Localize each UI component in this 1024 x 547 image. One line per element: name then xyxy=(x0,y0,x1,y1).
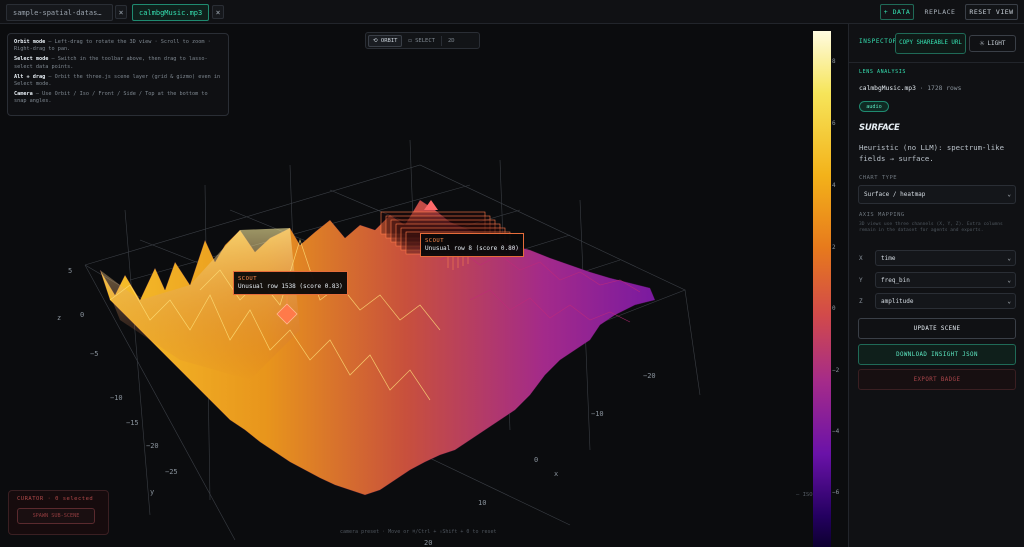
colorbar xyxy=(813,31,831,547)
colorbar-tick: 8 xyxy=(832,58,836,65)
z-axis-value: amplitude xyxy=(881,297,914,305)
help-orbit-text: — Left-drag to rotate the 3D view · Scro… xyxy=(14,39,211,53)
z-tick: −5 xyxy=(90,350,99,358)
left-tick: −15 xyxy=(126,419,139,427)
toolbar-divider xyxy=(440,35,442,46)
chevron-down-icon: ⌄ xyxy=(1007,298,1011,305)
y-axis-label: y xyxy=(150,488,155,496)
colorbar-tick: −6 xyxy=(832,489,840,496)
help-alt-text: — Orbit the three.js scene layer (grid &… xyxy=(14,73,221,88)
axis-mapping-note: 3D views use three channels (X, Y, Z). E… xyxy=(859,222,1003,234)
scout-tooltip-body: Unusual row 1538 (score 0.83) xyxy=(238,283,343,290)
x-tick: 10 xyxy=(478,499,487,507)
curator-title: CURATOR · 0 selected xyxy=(17,496,94,502)
top-bar: sample-spatial-datas… × calmbgMusic.mp3 … xyxy=(0,0,1024,24)
colorbar-tick: 2 xyxy=(832,244,836,251)
sun-icon: ☼ xyxy=(979,39,985,48)
curator-panel: CURATOR · 0 selected SPAWN SUB-SCENE xyxy=(8,490,109,535)
2d-mode-button[interactable]: 2D xyxy=(447,37,455,44)
scout-tooltip: SCOUT Unusual row 1538 (score 0.83) xyxy=(233,271,348,295)
help-alt-title: Alt + drag xyxy=(14,73,46,80)
add-data-button[interactable]: + DATA xyxy=(880,4,914,20)
chart-type-value: Surface / heatmap xyxy=(864,191,926,198)
light-label: LIGHT xyxy=(987,40,1006,47)
colorbar-tick: −4 xyxy=(832,428,840,435)
axis-mapping-label: AXIS MAPPING xyxy=(859,212,905,218)
z-tick: 5 xyxy=(68,267,73,275)
scene-canvas[interactable]: z 5 0 −5 −10 −15 −20 −25 y −20 −10 0 x 1… xyxy=(0,24,848,547)
scout-tooltip-head: SCOUT xyxy=(425,238,445,244)
orbit-mode-button[interactable]: ⟲ ORBIT xyxy=(368,34,403,47)
divider xyxy=(849,62,1024,63)
light-theme-button[interactable]: ☼ LIGHT xyxy=(969,35,1016,52)
analysis-heading: SURFACE xyxy=(859,123,900,133)
copy-shareable-url-button[interactable]: COPY SHAREABLE URL xyxy=(895,33,966,54)
camera-hint: camera preset · Move or ⌘/Ctrl + ⇧Shift … xyxy=(340,529,497,535)
x-tick: −10 xyxy=(591,410,604,418)
chevron-down-icon: ⌄ xyxy=(1007,255,1011,262)
x-axis-select-label: X xyxy=(859,255,863,262)
y-axis-value: freq_bin xyxy=(881,276,910,284)
z-axis-select[interactable]: amplitude ⌄ xyxy=(875,293,1016,309)
left-tick: −10 xyxy=(110,394,123,402)
x-tick: −20 xyxy=(643,372,656,380)
y-axis-select[interactable]: freq_bin ⌄ xyxy=(875,272,1016,288)
export-badge-button[interactable]: EXPORT BADGE xyxy=(858,369,1016,390)
left-tick: −20 xyxy=(146,442,159,450)
x-axis-value: time xyxy=(881,254,896,262)
x-axis-select[interactable]: time ⌄ xyxy=(875,250,1016,266)
chart-type-select[interactable]: Surface / heatmap ⌄ xyxy=(858,185,1016,204)
scout-tooltip: SCOUT Unusual row 8 (score 0.80) xyxy=(420,233,524,257)
help-camera-text: — Use Orbit / Iso / Front / Side / Top a… xyxy=(14,91,208,105)
inspector-panel: INSPECTOR COPY SHAREABLE URL ☼ LIGHT LEN… xyxy=(848,24,1024,547)
view-toolbar: ⟲ ORBIT ◻ SELECT 2D xyxy=(365,32,480,49)
y-axis-select-label: Y xyxy=(859,277,863,284)
close-icon[interactable]: × xyxy=(115,5,127,19)
x-tick: 20 xyxy=(424,539,433,547)
reset-view-button[interactable]: RESET VIEW xyxy=(965,4,1018,20)
inspector-title: INSPECTOR xyxy=(859,38,897,45)
scout-tooltip-body: Unusual row 8 (score 0.80) xyxy=(425,245,519,252)
lens-analysis-heading: LENS ANALYSIS xyxy=(859,69,906,75)
z-tick: 0 xyxy=(80,311,85,319)
type-badge: audio xyxy=(859,101,889,112)
tab-label: calmbgMusic.mp3 xyxy=(139,8,203,17)
analysis-description: Heuristic (no LLM): spectrum-like fields… xyxy=(859,143,1004,163)
file-name: calmbgMusic.mp3 xyxy=(859,85,916,92)
z-axis-label: z xyxy=(57,314,62,322)
file-info: calmbgMusic.mp3 · 1728 rows xyxy=(859,85,961,92)
colorbar-tick: −2 xyxy=(832,367,840,374)
help-camera-title: Camera xyxy=(14,91,33,98)
scout-tooltip-head: SCOUT xyxy=(238,276,258,282)
colorbar-tick: 0 xyxy=(832,305,836,312)
x-tick: 0 xyxy=(534,456,539,464)
chart-type-label: CHART TYPE xyxy=(859,175,898,181)
colorbar-tick: 6 xyxy=(832,120,836,127)
tab-sample-spatial[interactable]: sample-spatial-datas… xyxy=(6,4,113,21)
help-select-text: — Switch in the toolbar above, then drag… xyxy=(14,56,208,70)
file-rows: · 1728 rows xyxy=(915,85,962,92)
chevron-down-icon: ⌄ xyxy=(1007,277,1011,284)
close-icon[interactable]: × xyxy=(212,5,224,19)
iso-preset-button[interactable]: — ISO xyxy=(796,492,813,498)
tab-calmbgmusic[interactable]: calmbgMusic.mp3 xyxy=(132,4,209,21)
help-select-title: Select mode xyxy=(14,56,49,63)
download-insight-json-button[interactable]: DOWNLOAD INSIGHT JSON xyxy=(858,344,1016,365)
chevron-down-icon: ⌄ xyxy=(1007,191,1011,198)
colorbar-tick: 4 xyxy=(832,182,836,189)
spawn-sub-scene-button[interactable]: SPAWN SUB-SCENE xyxy=(17,508,95,524)
scout-marker[interactable] xyxy=(276,303,298,325)
help-panel: Orbit mode — Left-drag to rotate the 3D … xyxy=(7,33,229,116)
z-axis-select-label: Z xyxy=(859,298,863,305)
update-scene-button[interactable]: UPDATE SCENE xyxy=(858,318,1016,339)
select-mode-button[interactable]: ◻ SELECT xyxy=(408,37,435,44)
replace-button[interactable]: REPLACE xyxy=(924,8,956,16)
help-orbit-title: Orbit mode xyxy=(14,39,46,45)
left-tick: −25 xyxy=(165,468,178,476)
x-axis-label: x xyxy=(554,470,559,478)
tab-label: sample-spatial-datas… xyxy=(13,8,102,17)
